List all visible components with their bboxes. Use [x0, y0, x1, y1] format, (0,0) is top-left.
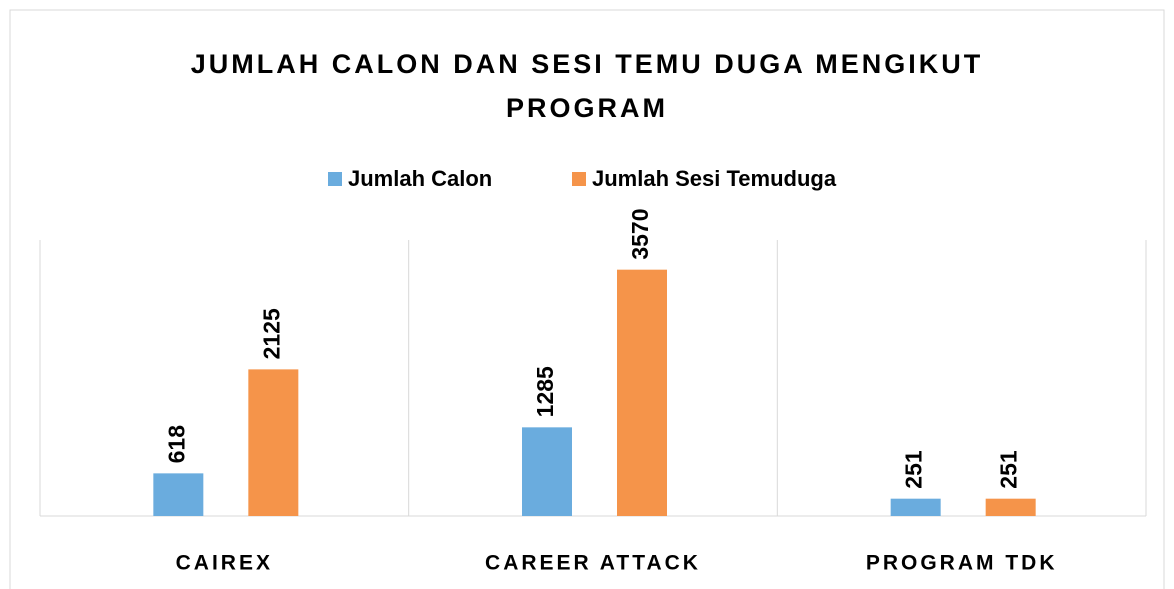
x-tick-label: PROGRAM TDK [866, 552, 1058, 575]
data-label: 1285 [532, 366, 558, 417]
data-label: 251 [901, 450, 927, 489]
chart-title: JUMLAH CALON DAN SESI TEMU DUGA MENGIKUT… [190, 49, 984, 123]
data-label: 618 [163, 425, 189, 464]
legend-swatch [328, 172, 342, 186]
legend-swatch [572, 172, 586, 186]
data-label: 251 [996, 450, 1022, 489]
data-label: 2125 [258, 308, 284, 359]
bar [522, 427, 572, 516]
bar [248, 369, 299, 516]
bar [985, 498, 1036, 516]
bar [617, 269, 667, 516]
bar [153, 473, 204, 516]
x-tick-label: CAREER ATTACK [485, 552, 701, 575]
legend-label: Jumlah Calon [348, 166, 492, 191]
legend-label: Jumlah Sesi Temuduga [592, 166, 837, 191]
x-tick-label: CAIREX [176, 552, 273, 575]
data-label: 3570 [627, 208, 653, 259]
bar [890, 498, 941, 516]
chart-border [9, 9, 1165, 589]
